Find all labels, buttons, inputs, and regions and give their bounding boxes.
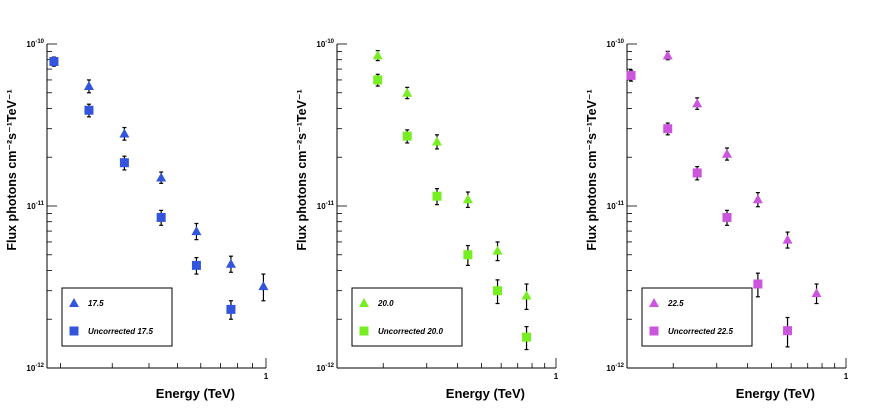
legend-label: 17.5 [88, 299, 104, 308]
legend-square [359, 326, 369, 336]
data-point-triangle [692, 98, 703, 108]
data-point-triangle [258, 281, 269, 291]
x-axis-title: Energy (TeV) [736, 386, 815, 401]
chart-panel-left: 10-12 10-11 10-10 1 Energy (TeV) Flux photons… [5, 39, 269, 401]
legend-square [69, 326, 79, 336]
data-point-square [722, 212, 732, 222]
data-point-triangle [721, 148, 732, 158]
legend-label: 20.0 [377, 299, 394, 308]
legend-box [61, 287, 173, 347]
data-point-square [432, 191, 442, 201]
legend-box [351, 287, 463, 347]
data-point-square [373, 75, 383, 85]
x-axis-title: Energy (TeV) [156, 386, 235, 401]
data-point-triangle [431, 136, 442, 146]
data-point-triangle [119, 128, 130, 138]
data-point-square [493, 286, 503, 296]
data-point-square [783, 326, 793, 336]
data-point-square [663, 124, 673, 134]
y-tick-label: 10-10 [316, 39, 334, 49]
data-point-square [49, 56, 59, 66]
y-axis-title: Flux photons cm⁻²s⁻¹TeV⁻¹ [295, 89, 309, 250]
data-point-triangle [225, 258, 236, 268]
legend-label: Uncorrected 20.0 [378, 327, 443, 336]
legend-triangle [69, 298, 79, 307]
legend: 20.0 Uncorrected 20.0 [351, 287, 463, 347]
data-point-square [463, 250, 473, 260]
legend-label: 22.5 [667, 299, 684, 308]
y-axis-title: Flux photons cm⁻²s⁻¹TeV⁻¹ [5, 89, 19, 250]
data-point-triangle [492, 245, 503, 255]
legend: 22.5 Uncorrected 22.5 [641, 287, 753, 347]
x-tick-label: 1 [264, 372, 269, 381]
data-point-triangle [462, 194, 473, 204]
data-point-square [191, 260, 201, 270]
data-point-square [692, 168, 702, 178]
y-tick-label: 10-11 [27, 201, 45, 211]
legend-label: Uncorrected 22.5 [668, 327, 733, 336]
data-point-square [84, 105, 94, 115]
y-tick-label: 10-10 [606, 39, 624, 49]
chart-panel-middle: 10-12 10-11 10-10 1 Energy (TeV) Flux photons… [295, 39, 559, 401]
legend-triangle [359, 298, 369, 307]
data-point-triangle [191, 226, 202, 236]
data-point-square [156, 212, 166, 222]
legend-box [641, 287, 753, 347]
y-tick-label: 10-12 [316, 363, 334, 373]
legend-square [649, 326, 659, 336]
legend-label: Uncorrected 17.5 [88, 327, 153, 336]
data-point-triangle [521, 290, 532, 300]
data-point-triangle [402, 87, 413, 97]
y-axis-title: Flux photons cm⁻²s⁻¹TeV⁻¹ [585, 89, 599, 250]
data-point-triangle [811, 288, 822, 298]
data-point-triangle [156, 172, 167, 182]
data-point-triangle [752, 194, 763, 204]
data-point-triangle [782, 234, 793, 244]
y-tick-label: 10-12 [26, 363, 44, 373]
data-point-square [226, 304, 236, 314]
chart-panel-right: 10-12 10-11 10-10 1 Energy (TeV) Flux photons… [585, 39, 849, 401]
data-point-triangle [372, 50, 383, 60]
data-point-square [626, 70, 636, 80]
legend-triangle [649, 298, 659, 307]
x-tick-label: 1 [844, 372, 849, 381]
data-point-triangle [662, 50, 673, 60]
x-tick-label: 1 [554, 372, 559, 381]
y-tick-label: 10-10 [26, 39, 44, 49]
data-point-square [119, 158, 129, 168]
y-tick-label: 10-11 [317, 201, 335, 211]
y-tick-label: 10-12 [606, 363, 624, 373]
data-point-square [522, 332, 532, 342]
data-point-square [402, 131, 412, 141]
x-axis-title: Energy (TeV) [446, 386, 525, 401]
data-point-square [753, 279, 763, 289]
legend: 17.5 Uncorrected 17.5 [61, 287, 173, 347]
y-tick-label: 10-11 [607, 201, 625, 211]
data-point-triangle [83, 81, 94, 91]
